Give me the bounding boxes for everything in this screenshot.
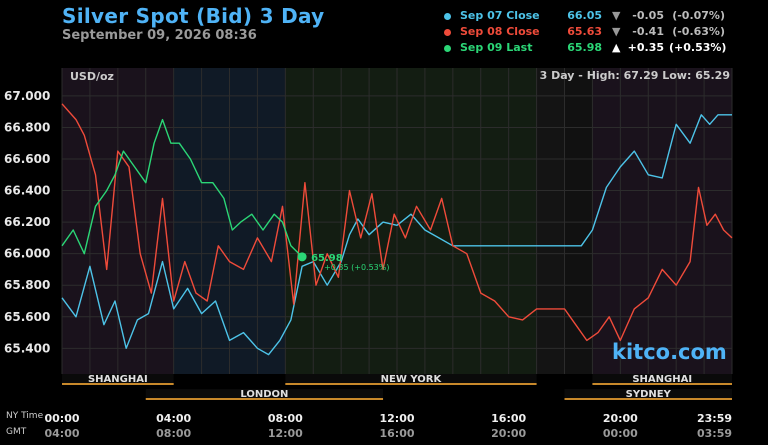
x-tick-label-ny: 23:59 <box>697 412 732 425</box>
x-tick-label-ny: 16:00 <box>491 412 526 425</box>
legend-change: +0.35 <box>627 41 664 54</box>
session-bar-background <box>62 374 174 384</box>
unit-label: USD/oz <box>70 70 114 83</box>
session-label: NEW YORK <box>381 374 443 385</box>
series-dot-icon <box>444 45 451 52</box>
session-shading <box>536 68 565 374</box>
y-tick-label: 65.400 <box>4 341 50 355</box>
series-line-sep-09-last <box>61 118 303 258</box>
x-tick-label-ny: 12:00 <box>379 412 414 425</box>
series-dot-icon <box>444 13 451 20</box>
legend-change: -0.05 <box>632 9 664 22</box>
session-label: SHANGHAI <box>632 374 692 385</box>
session-bar-background <box>285 374 537 384</box>
up-arrow-icon: ▲ <box>612 41 621 54</box>
legend-label: Sep 09 Last <box>460 41 533 54</box>
x-tick-label-gmt: 16:00 <box>379 427 414 440</box>
legend-change: -0.41 <box>632 25 664 38</box>
legend-value: 65.63 <box>567 25 602 38</box>
kitco-watermark: kitco.com <box>612 340 727 364</box>
session-shading <box>592 68 732 374</box>
down-arrow-icon: ▼ <box>612 9 621 22</box>
x-tick-label-gmt: 12:00 <box>268 427 303 440</box>
session-bar-background <box>564 389 732 399</box>
legend-label: Sep 07 Close <box>460 9 540 22</box>
y-tick-label: 66.000 <box>4 247 50 261</box>
y-tick-label: 67.000 <box>4 89 50 103</box>
gmt-label: GMT <box>6 427 27 437</box>
series-line-sep-08-close <box>61 103 733 342</box>
y-tick-label: 66.200 <box>4 215 50 229</box>
legend-percent: (-0.07%) <box>672 9 725 22</box>
legend-percent: (+0.53%) <box>669 41 727 54</box>
legend-value: 66.05 <box>567 9 602 22</box>
last-price-marker <box>297 252 307 262</box>
session-label: SHANGHAI <box>88 374 148 385</box>
x-tick-label-ny: 00:00 <box>44 412 79 425</box>
x-tick-label-gmt: 20:00 <box>491 427 526 440</box>
y-tick-label: 65.800 <box>4 278 50 292</box>
last-price-label: 65.98 <box>311 253 343 264</box>
series-dot-icon <box>444 29 451 36</box>
legend-label: Sep 08 Close <box>460 25 540 38</box>
session-label: LONDON <box>240 389 288 400</box>
x-tick-label-gmt: 08:00 <box>156 427 191 440</box>
down-arrow-icon: ▼ <box>612 25 621 38</box>
high-low-label: 3 Day - High: 67.29 Low: 65.29 <box>539 69 730 82</box>
x-tick-label-ny: 08:00 <box>268 412 303 425</box>
chart-title: Silver Spot (Bid) 3 Day <box>62 4 325 28</box>
y-tick-label: 65.600 <box>4 310 50 324</box>
session-bar-background <box>592 374 732 384</box>
legend-value: 65.98 <box>567 41 602 54</box>
legend-percent: (-0.63%) <box>672 25 725 38</box>
x-tick-label-gmt: 03:59 <box>697 427 732 440</box>
x-tick-label-gmt: 04:00 <box>44 427 79 440</box>
session-bar-background <box>145 389 384 399</box>
y-tick-label: 66.800 <box>4 120 50 134</box>
chart-date: September 09, 2026 08:36 <box>62 28 257 43</box>
session-label: SYDNEY <box>626 389 672 400</box>
ny-time-label: NY Time <box>6 411 44 421</box>
last-change-label: +0.35 (+0.53%) <box>324 263 389 272</box>
x-tick-label-ny: 04:00 <box>156 412 191 425</box>
y-tick-label: 66.400 <box>4 184 50 198</box>
x-tick-label-gmt: 00:00 <box>603 427 638 440</box>
series-line-sep-07-close <box>61 114 732 356</box>
y-tick-label: 66.600 <box>4 152 50 166</box>
x-tick-label-ny: 20:00 <box>603 412 638 425</box>
